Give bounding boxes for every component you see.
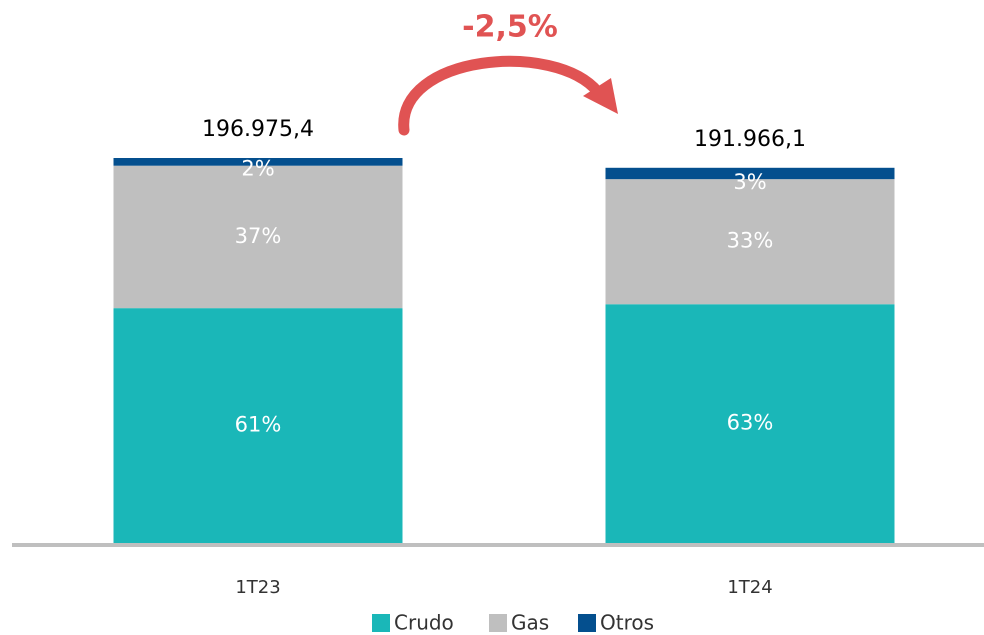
legend-swatch	[489, 614, 507, 632]
bar-segment	[113, 308, 403, 543]
bar-segment	[605, 167, 895, 180]
bar-segment	[113, 165, 403, 309]
legend-label: Crudo	[394, 611, 454, 635]
segment-label: 37%	[235, 224, 282, 248]
change-arrow-head	[583, 78, 618, 114]
change-annotation: -2,5%	[462, 10, 558, 45]
segment-label: 61%	[235, 413, 282, 437]
segment-label: 2%	[241, 157, 274, 181]
bar-segment	[605, 304, 895, 543]
legend-swatch	[578, 614, 596, 632]
total-label: 196.975,4	[202, 117, 314, 142]
segment-label: 33%	[727, 229, 774, 253]
x-tick-label: 1T23	[235, 577, 280, 598]
legend-label: Otros	[600, 611, 654, 635]
x-tick-label: 1T24	[727, 577, 772, 598]
segment-label: 3%	[733, 170, 766, 194]
bar-segment	[605, 179, 895, 305]
segment-label: 63%	[727, 411, 774, 435]
bar-segment	[113, 158, 403, 166]
legend-swatch	[372, 614, 390, 632]
total-label: 191.966,1	[694, 127, 806, 152]
legend-label: Gas	[511, 611, 549, 635]
change-arrow	[398, 55, 604, 136]
